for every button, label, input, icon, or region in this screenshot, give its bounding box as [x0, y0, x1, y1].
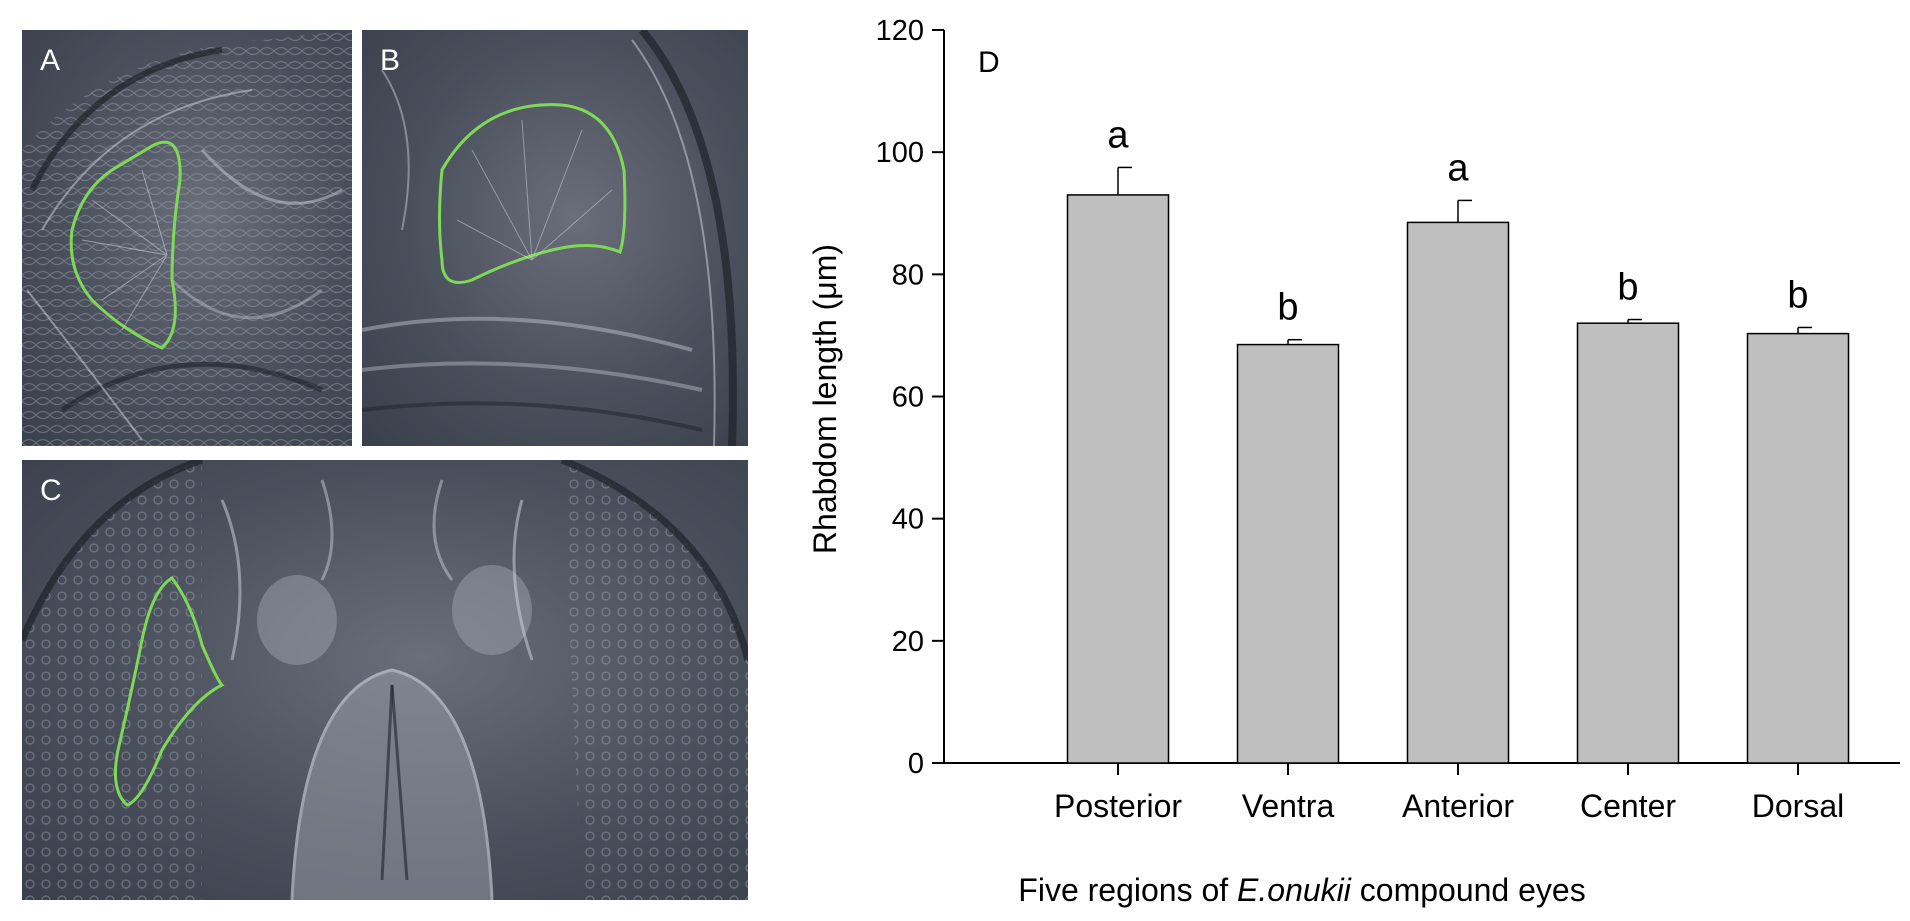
bar	[1236, 343, 1340, 764]
region-outline-a	[69, 140, 182, 350]
micro-ct-panel-c: C	[22, 460, 748, 900]
chart-layer: 0 20 40 60 80 100 120 a Posterior b Ventra a Anterio…	[876, 15, 1900, 824]
y-axis-label: Rhabdom length (μm)	[807, 244, 843, 554]
bar	[1746, 332, 1850, 764]
bar	[1066, 194, 1170, 764]
y-tick-label: 0	[908, 748, 924, 780]
panel-label-a: A	[40, 44, 61, 77]
panel-c-texture	[22, 460, 748, 900]
region-outline-c	[114, 576, 225, 807]
region-outline-b	[438, 103, 627, 284]
x-axis-label-species: E.onukii	[1237, 872, 1352, 908]
significance-label: a	[1447, 147, 1469, 189]
x-tick-label: Center	[1580, 788, 1676, 824]
x-axis-label: Five regions of E.onukii compound eyes	[1018, 872, 1585, 908]
panel-label-b: B	[380, 44, 401, 77]
significance-label: b	[1277, 287, 1298, 329]
panel-label-c: C	[40, 474, 62, 507]
x-tick-label: Ventra	[1242, 788, 1335, 824]
panel-label-d: D	[978, 46, 1000, 79]
y-tick-label: 100	[876, 137, 924, 169]
panel-b-texture	[362, 30, 737, 446]
x-axis-label-suffix: compound eyes	[1351, 872, 1586, 908]
x-axis-label-prefix: Five regions of	[1018, 872, 1237, 908]
micro-ct-panel-a: A	[22, 30, 352, 446]
bar	[1576, 322, 1680, 764]
x-tick-label: Posterior	[1054, 788, 1182, 824]
significance-label: b	[1787, 274, 1808, 316]
y-tick-label: 60	[892, 382, 924, 414]
x-tick-label: Anterior	[1402, 788, 1514, 824]
y-tick-label: 20	[892, 626, 924, 658]
y-tick-label: 80	[892, 259, 924, 291]
significance-label: b	[1617, 267, 1638, 309]
panel-a-texture	[22, 30, 352, 446]
y-tick-label: 120	[876, 15, 924, 47]
x-tick-label: Dorsal	[1752, 788, 1844, 824]
significance-label: a	[1107, 114, 1129, 156]
micro-ct-panel-b: B	[362, 30, 748, 446]
y-tick-label: 40	[892, 504, 924, 536]
bar	[1406, 221, 1510, 764]
